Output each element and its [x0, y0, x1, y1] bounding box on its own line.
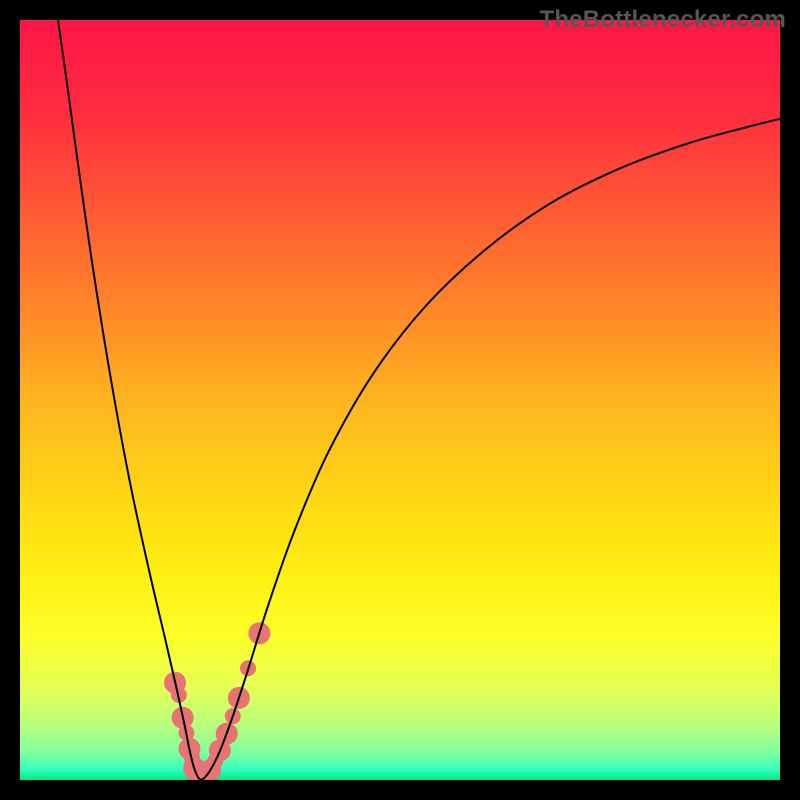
- gradient-background: [20, 20, 780, 780]
- watermark-text: TheBottlenecker.com: [539, 6, 786, 34]
- bottleneck-chart: [0, 0, 800, 800]
- chart-frame: TheBottlenecker.com: [0, 0, 800, 800]
